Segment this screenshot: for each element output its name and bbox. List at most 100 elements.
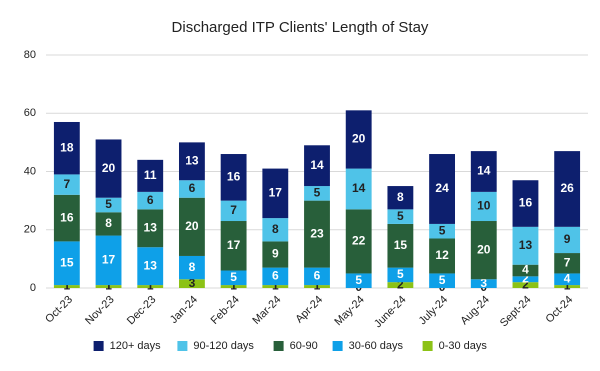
bar-segment bbox=[220, 285, 247, 288]
bar-segment bbox=[262, 267, 289, 286]
value-label: 20 bbox=[352, 132, 366, 146]
bar-segment bbox=[470, 279, 497, 288]
bar-segment bbox=[220, 154, 247, 201]
value-label: 4 bbox=[564, 271, 571, 285]
bar-segment bbox=[345, 110, 372, 169]
value-label: 4 bbox=[522, 263, 529, 277]
y-tick-label: 40 bbox=[24, 165, 36, 177]
x-tick-label: Sept-24 bbox=[498, 294, 534, 330]
value-label: 7 bbox=[64, 177, 71, 191]
value-label: 16 bbox=[519, 196, 533, 210]
value-label: 1 bbox=[105, 279, 112, 293]
bar-segment bbox=[95, 139, 122, 198]
value-label: 9 bbox=[272, 247, 279, 261]
legend-label: 0-30 days bbox=[439, 340, 488, 352]
x-tick-label: June-24 bbox=[372, 294, 409, 331]
value-label: 6 bbox=[147, 193, 154, 207]
bar-segment bbox=[304, 267, 330, 286]
legend-swatch bbox=[422, 341, 433, 351]
legend-label: 120+ days bbox=[110, 340, 162, 352]
value-label: 14 bbox=[352, 181, 366, 195]
bar-segment bbox=[512, 282, 539, 288]
bar-segment bbox=[137, 247, 164, 286]
value-label: 5 bbox=[397, 267, 404, 281]
bar-segment bbox=[220, 270, 247, 286]
bar-segment bbox=[262, 285, 289, 288]
bar-segment bbox=[387, 186, 414, 210]
value-label: 20 bbox=[102, 161, 116, 175]
value-label: 5 bbox=[439, 223, 446, 237]
bar-segment bbox=[387, 209, 414, 224]
bar-segment bbox=[53, 174, 80, 195]
bar-segment bbox=[178, 197, 205, 256]
value-label: 26 bbox=[560, 181, 574, 195]
bar-segment bbox=[554, 253, 581, 274]
value-label: 5 bbox=[314, 186, 321, 200]
bar-segment bbox=[262, 218, 289, 242]
value-label: 20 bbox=[185, 219, 199, 233]
value-label: 12 bbox=[435, 248, 449, 262]
legend-swatch bbox=[93, 341, 104, 351]
value-label: 3 bbox=[189, 276, 196, 290]
bar-segment bbox=[554, 273, 581, 286]
value-label: 2 bbox=[397, 277, 404, 291]
value-label: 13 bbox=[144, 220, 158, 234]
bar-segment bbox=[304, 145, 330, 187]
x-tick-label: Mar-24 bbox=[250, 294, 283, 327]
bar-segment bbox=[178, 180, 205, 198]
bar-segment bbox=[95, 235, 122, 286]
value-label: 24 bbox=[435, 181, 449, 195]
x-tick-label: Aug-24 bbox=[458, 294, 492, 328]
value-label: 17 bbox=[227, 238, 241, 252]
bar-segment bbox=[345, 273, 372, 288]
value-label: 20 bbox=[477, 242, 491, 256]
bar-segment bbox=[53, 285, 80, 288]
bar-segment bbox=[53, 121, 80, 175]
value-label: 5 bbox=[439, 273, 446, 287]
y-tick-label: 60 bbox=[24, 107, 36, 119]
x-tick-label: May-24 bbox=[332, 294, 366, 328]
value-label: 8 bbox=[397, 190, 404, 204]
value-label: 1 bbox=[64, 279, 71, 293]
value-label: 17 bbox=[269, 186, 283, 200]
bar-segment bbox=[554, 285, 581, 288]
x-tick-label: Oct-23 bbox=[43, 294, 75, 326]
legend-swatch bbox=[332, 341, 343, 351]
value-label: 14 bbox=[310, 158, 324, 172]
bar-segment bbox=[262, 241, 289, 268]
legend-label: 60-90 bbox=[290, 340, 318, 352]
bar-segment bbox=[178, 142, 205, 181]
bar-segment bbox=[470, 191, 497, 222]
bar-segment bbox=[304, 186, 330, 201]
value-label: 1 bbox=[272, 279, 279, 293]
value-label: 9 bbox=[564, 232, 571, 246]
bar-segment bbox=[429, 273, 456, 288]
bar-segment bbox=[304, 200, 330, 268]
value-label: 8 bbox=[105, 216, 112, 230]
value-label: 11 bbox=[144, 168, 157, 182]
x-tick-label: July-24 bbox=[417, 294, 451, 328]
x-tick-label: Apr-24 bbox=[293, 294, 325, 326]
bar-segment bbox=[53, 241, 80, 286]
value-label: 15 bbox=[394, 238, 408, 252]
bar-segment bbox=[220, 221, 247, 271]
bar-segment bbox=[429, 223, 456, 239]
value-label: 5 bbox=[105, 197, 112, 211]
value-label: 2 bbox=[522, 271, 529, 285]
bar-segment bbox=[178, 255, 205, 280]
bar-segment bbox=[512, 226, 539, 265]
bar-segment bbox=[470, 151, 497, 192]
bar-segment bbox=[387, 267, 414, 283]
value-label: 22 bbox=[352, 234, 366, 248]
value-label: 1 bbox=[314, 279, 321, 293]
value-label: 16 bbox=[227, 169, 241, 183]
bar-segment bbox=[178, 279, 205, 288]
x-tick-label: Feb-24 bbox=[209, 294, 242, 327]
bar-segment bbox=[554, 151, 581, 227]
value-label: 13 bbox=[144, 258, 158, 272]
bar-segment bbox=[387, 223, 414, 268]
value-label: 18 bbox=[60, 140, 74, 154]
value-label: 17 bbox=[102, 253, 116, 267]
bar-segment bbox=[345, 168, 372, 210]
